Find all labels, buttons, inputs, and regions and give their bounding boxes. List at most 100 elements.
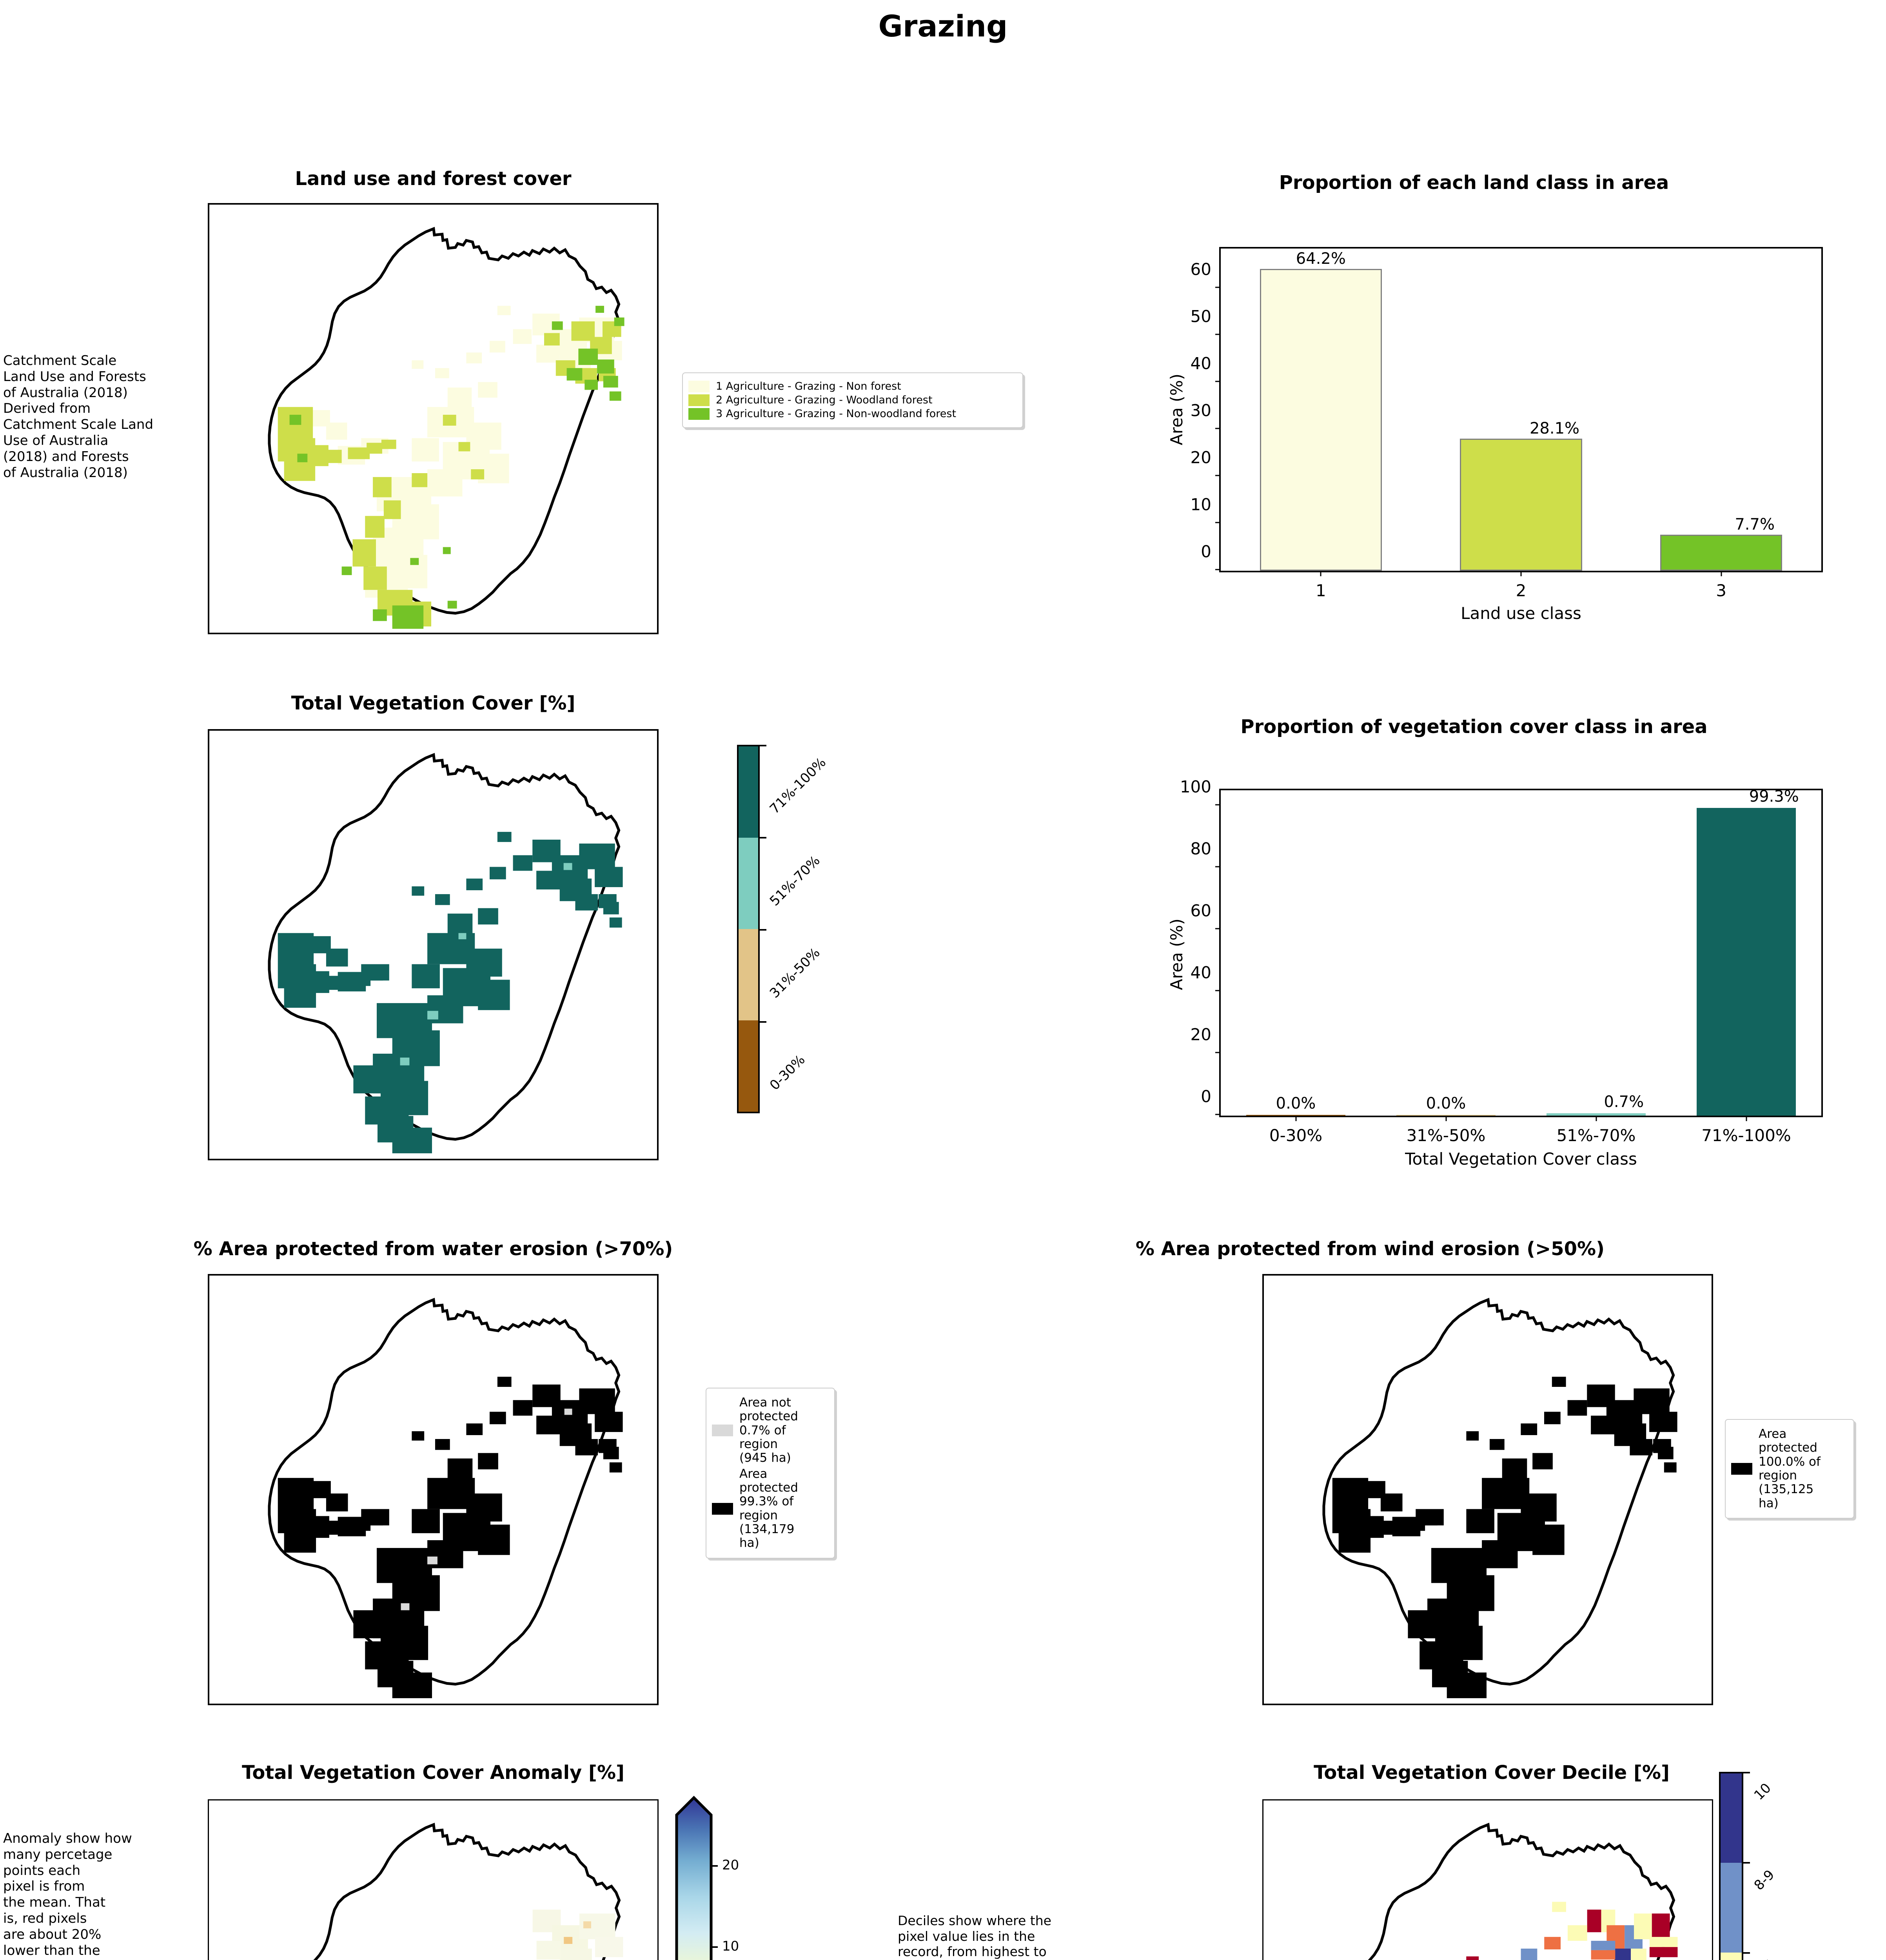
map-xtick — [637, 633, 638, 634]
veg-decile-colorbar-bar[interactable] — [1719, 1772, 1743, 1960]
legend-label-class2: 2 Agriculture - Grazing - Woodland fores… — [716, 394, 933, 406]
xtick-mark — [1295, 1116, 1296, 1121]
map-ytick — [208, 405, 209, 406]
bar-class2[interactable]: 28.1% — [1460, 419, 1582, 571]
cbar-tick — [711, 1865, 718, 1867]
map-xtick — [264, 633, 265, 634]
veg-cover-colorbar: 71%-100% 51%-70% 31%-50% 0-30% — [737, 745, 909, 1137]
map-xtick — [413, 1704, 414, 1705]
total-veg-cover-map[interactable] — [208, 729, 659, 1160]
cbar-label-31-50: 31%-50% — [766, 945, 823, 1002]
veg-cover-colorbar-bar[interactable] — [737, 745, 760, 1113]
bar-slot: 0.7% — [1521, 790, 1671, 1116]
xtick-label: 2 — [1516, 581, 1527, 600]
ytick-label: 40 — [1190, 963, 1211, 982]
xtick-label: 1 — [1316, 581, 1326, 600]
map-ytick — [208, 1405, 209, 1406]
legend-label-protected: Area protected 100.0% of region (135,125… — [1759, 1427, 1821, 1510]
veg-decile-map[interactable] — [1262, 1799, 1713, 1960]
water-erosion-map[interactable] — [208, 1274, 659, 1705]
cbar-tick — [760, 929, 766, 931]
cbar-label-20: 20 — [722, 1857, 739, 1873]
map-ytick — [208, 263, 209, 265]
page-title: Grazing — [878, 9, 1008, 44]
legend-label-protected: Area protected 99.3% of region (134,179 … — [739, 1466, 798, 1550]
legend-swatch-class2 — [688, 394, 710, 406]
bar-class1[interactable]: 64.2% — [1260, 250, 1382, 571]
bar-class3[interactable]: 7.7% — [1660, 515, 1783, 571]
legend-item-not-protected: Area not protected 0.7% of region (945 h… — [712, 1396, 827, 1465]
ytick-label: 0 — [1201, 542, 1211, 561]
cbar-label-71-100: 71%-100% — [766, 755, 829, 817]
panel-water-erosion: % Area protected from water erosion (>70… — [0, 1219, 925, 1744]
legend-label-not-protected: Area not protected 0.7% of region (945 h… — [739, 1396, 798, 1465]
xtick-mark — [1746, 1116, 1747, 1121]
map-xtick — [413, 633, 414, 634]
map-xtick — [488, 633, 489, 634]
veg-class-ylabel: Area (%) — [1167, 918, 1186, 990]
panel-veg-anomaly: Total Vegetation Cover Anomaly [%] Anoma… — [0, 1740, 925, 1960]
bar-veg-51-70[interactable]: 0.7% — [1547, 1093, 1646, 1116]
veg-cover-51-70-pixels — [400, 863, 572, 1065]
cbar-tick — [1743, 1772, 1750, 1773]
veg-class-xlabel: Total Vegetation Cover class — [1405, 1149, 1637, 1169]
cbar-seg-0-30 — [739, 1020, 758, 1112]
legend-item: 3 Agriculture - Grazing - Non-woodland f… — [688, 408, 1015, 420]
cbar-label-51-70: 51%-70% — [766, 853, 823, 909]
map-xtick — [339, 1704, 340, 1705]
veg-cover-map-svg — [268, 753, 623, 1154]
map-ytick — [1262, 1334, 1264, 1336]
panel-total-veg-cover: Total Vegetation Cover [%] — [0, 678, 925, 1207]
bar-slot: 0.0% — [1221, 790, 1371, 1116]
ytick-label: 20 — [1190, 448, 1211, 467]
map-xtick — [637, 1704, 638, 1705]
map-xtick — [339, 633, 340, 634]
water-erosion-not-protected-pixels — [401, 1408, 572, 1610]
ytick-mark — [1215, 287, 1221, 288]
cbar-label-decile-4-7: 4-7 — [1751, 1957, 1778, 1960]
map-ytick — [208, 1930, 209, 1931]
ytick-label: 60 — [1190, 260, 1211, 279]
veg-decile-title: Total Vegetation Cover Decile [%] — [1314, 1762, 1670, 1784]
map-ytick — [208, 546, 209, 547]
map-ytick — [208, 1475, 209, 1477]
landuse-class3-pixels — [289, 306, 624, 629]
map-xtick — [562, 1704, 563, 1705]
bar-veg-31-50[interactable]: 0.0% — [1396, 1094, 1496, 1116]
wind-erosion-title: % Area protected from wind erosion (>50%… — [1135, 1238, 1605, 1260]
map-xtick — [1393, 1704, 1394, 1705]
total-veg-cover-title: Total Vegetation Cover [%] — [291, 692, 575, 714]
bar-veg-71-100[interactable]: 99.3% — [1697, 788, 1799, 1116]
wind-erosion-map[interactable] — [1262, 1274, 1713, 1705]
bar-value-label-class1: 64.2% — [1296, 249, 1346, 268]
bar-group: 64.2% 28.1% 7.7% — [1221, 249, 1821, 571]
map-ytick — [208, 1334, 209, 1336]
legend-item: 1 Agriculture - Grazing - Non forest — [688, 381, 1015, 392]
map-ytick — [208, 475, 209, 476]
map-ytick — [1262, 1687, 1264, 1688]
map-ytick — [1262, 1930, 1263, 1931]
ytick-mark — [1215, 381, 1221, 382]
map-ytick — [208, 1072, 209, 1073]
ytick-label: 100 — [1180, 777, 1211, 797]
legend-swatch-not-protected — [712, 1425, 733, 1437]
veg-anomaly-title: Total Vegetation Cover Anomaly [%] — [242, 1762, 624, 1784]
map-xtick — [488, 1704, 489, 1705]
bar-value-label-31-50: 0.0% — [1426, 1094, 1466, 1112]
bar-value-label-71-100: 99.3% — [1749, 787, 1799, 806]
veg-anomaly-colorbar-bar[interactable] — [670, 1780, 737, 1960]
chart-veg-class: Proportion of vegetation cover class in … — [1102, 702, 1846, 1219]
land-class-ylabel: Area (%) — [1167, 374, 1186, 445]
bar-veg-0-30[interactable]: 0.0% — [1246, 1094, 1345, 1116]
cbar-seg-31-50 — [739, 929, 758, 1020]
veg-anomaly-map[interactable] — [208, 1799, 659, 1960]
legend-label-class3: 3 Agriculture - Grazing - Non-woodland f… — [716, 407, 957, 420]
water-erosion-title: % Area protected from water erosion (>70… — [193, 1238, 673, 1260]
land-use-map[interactable] — [208, 203, 659, 634]
map-ytick — [208, 789, 209, 791]
land-use-source-note: Catchment Scale Land Use and Forests of … — [3, 353, 154, 481]
map-ytick — [208, 1617, 209, 1618]
land-use-legend: 1 Agriculture - Grazing - Non forest 2 A… — [682, 372, 1023, 428]
ytick-label: 0 — [1201, 1087, 1211, 1106]
